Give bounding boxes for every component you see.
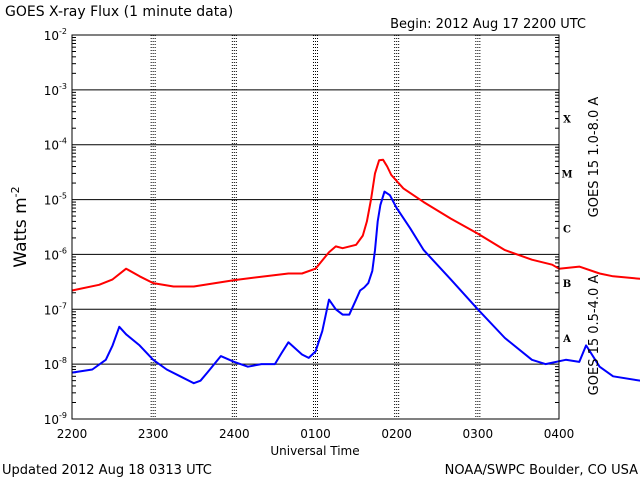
plot-frame <box>71 34 560 420</box>
y-tick-label: 10-9 <box>44 411 67 427</box>
y-tick-label: 10-8 <box>44 356 67 372</box>
x-tick-label: 2200 <box>57 427 88 441</box>
x-tick-labels: 2200 2300 2400 0100 0200 0300 0400 <box>57 427 575 441</box>
flare-class-a: A <box>562 334 571 345</box>
series-long-line <box>71 158 640 292</box>
y-tick-label: 10-7 <box>44 301 67 317</box>
x-tick-label: 2400 <box>219 427 250 441</box>
legend-series-long: GOES 15 1.0-8.0 A <box>587 97 602 218</box>
updated-timestamp: Updated 2012 Aug 18 0313 UTC <box>2 463 212 478</box>
y-tick-labels: 10-2 10-3 10-4 10-5 10-6 10-7 10-8 10-9 <box>44 27 67 427</box>
series-lines <box>71 158 640 385</box>
flare-class-x: X <box>563 115 571 126</box>
y-tick-label: 10-3 <box>44 82 67 98</box>
flare-class-b: B <box>563 279 571 290</box>
flare-class-labels: X M C B A <box>561 115 572 345</box>
y-tick-label: 10-5 <box>44 192 67 208</box>
y-tick-label: 10-4 <box>44 137 67 153</box>
x-tick-label: 2300 <box>138 427 169 441</box>
y-axis-label: Watts m-2 <box>9 186 31 267</box>
credit-text: NOAA/SWPC Boulder, CO USA <box>445 463 638 478</box>
flare-class-c: C <box>563 224 571 235</box>
y-tick-label: 10-6 <box>44 246 67 262</box>
x-tick-label: 0100 <box>300 427 331 441</box>
y-axis-label-exp: -2 <box>9 186 22 197</box>
chart-title: GOES X-ray Flux (1 minute data) <box>5 4 233 20</box>
y-tick-label: 10-2 <box>44 27 67 43</box>
x-tick-label: 0200 <box>381 427 412 441</box>
legend-series-short: GOES 15 0.5-4.0 A <box>587 275 602 396</box>
flare-class-m: M <box>561 169 572 180</box>
x-tick-label: 0300 <box>463 427 494 441</box>
x-tick-label: 0400 <box>544 427 575 441</box>
y-axis-label-base: Watts m <box>11 197 31 267</box>
x-axis-label: Universal Time <box>270 444 359 458</box>
series-short-line <box>71 190 640 385</box>
begin-label: Begin: 2012 Aug 17 2200 UTC <box>390 17 586 32</box>
grid <box>72 35 559 419</box>
